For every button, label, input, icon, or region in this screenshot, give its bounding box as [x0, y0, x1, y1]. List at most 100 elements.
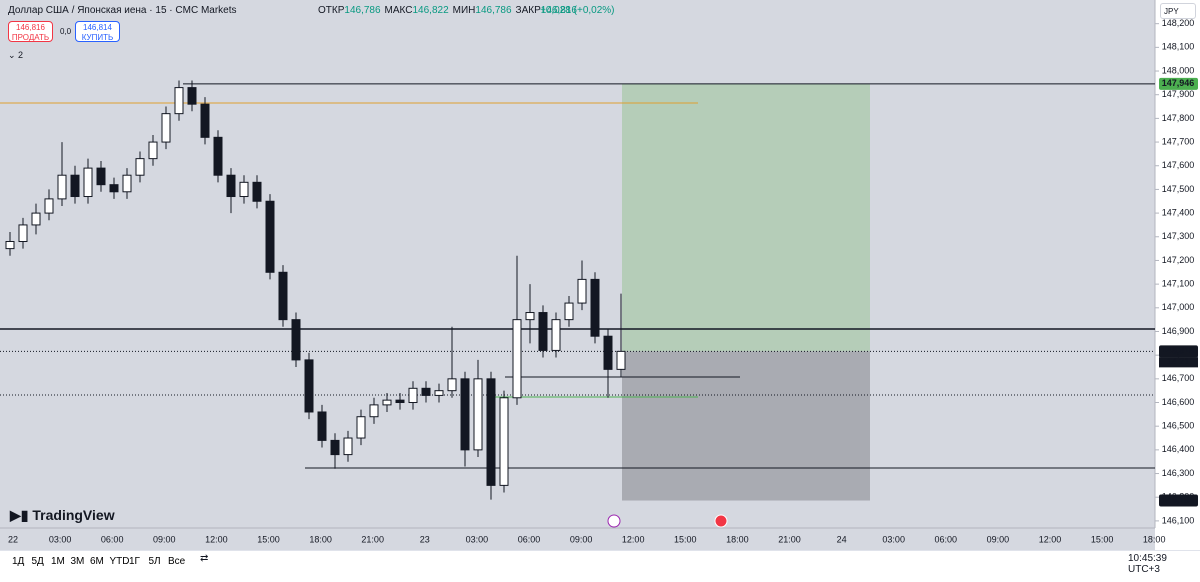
candle-body — [122, 174, 132, 193]
candle-body — [538, 312, 548, 351]
date-range-icon[interactable]: ⇄ — [200, 553, 209, 564]
range-button[interactable]: 1Д — [12, 556, 25, 567]
candle-body — [213, 136, 223, 176]
x-tick-label: 15:00 — [257, 534, 280, 544]
ohlc: ОТКР146,786 МАКС146,822 МИН146,786 ЗАКР146,… — [318, 5, 581, 16]
x-tick-label: 03:00 — [49, 534, 72, 544]
sell-button[interactable]: 146,816 ПРОДАТЬ — [8, 21, 53, 42]
price-axis-bg — [1155, 0, 1200, 550]
candle-body — [135, 158, 145, 176]
change: +0,028 (+0,02%) — [540, 5, 615, 16]
candle-body — [369, 404, 379, 418]
range-button[interactable]: 1М — [51, 556, 65, 567]
x-tick-label: 18:00 — [1143, 534, 1166, 544]
candle-body — [551, 319, 561, 351]
range-button[interactable]: 1Г — [129, 556, 140, 567]
x-tick-label: 15:00 — [1091, 534, 1114, 544]
x-tick-label: 12:00 — [1039, 534, 1062, 544]
candle-body — [356, 416, 366, 439]
candle-body — [239, 181, 249, 198]
indicators-count: 2 — [18, 50, 24, 60]
candle-body — [70, 174, 80, 198]
logo-text: TradingView — [32, 507, 115, 523]
candle-body — [434, 390, 444, 396]
candle-body — [421, 387, 431, 396]
x-tick-label: 21:00 — [778, 534, 801, 544]
candle-body — [343, 437, 353, 456]
y-tick-label: 147,100 — [1162, 279, 1195, 289]
x-tick-label: 06:00 — [935, 534, 958, 544]
candle-body — [265, 200, 275, 273]
spread: 0,0 — [60, 27, 72, 36]
candle-body — [473, 378, 483, 451]
candle-body — [382, 399, 392, 406]
candle-body — [200, 103, 210, 138]
candle-body — [83, 167, 93, 198]
y-tick-label: 146,500 — [1162, 421, 1195, 431]
range-button[interactable]: 6М — [90, 556, 104, 567]
x-tick-label: 23 — [420, 534, 430, 544]
candle-body — [525, 312, 535, 321]
y-tick-label: 146,900 — [1162, 326, 1195, 336]
ohlc-label: ОТКР — [318, 5, 345, 16]
candle-body — [317, 411, 327, 441]
x-tick-label: 18:00 — [726, 534, 749, 544]
y-tick-label: 148,100 — [1162, 42, 1195, 52]
candle-body — [18, 224, 28, 243]
candle-body — [590, 278, 600, 337]
sell-price: 146,816 — [16, 23, 45, 32]
range-button[interactable]: YTD — [109, 556, 130, 567]
target-badge-label: 147,946 — [1162, 78, 1195, 88]
ohlc-value: 146,822 — [412, 5, 449, 16]
current-badge — [1159, 345, 1198, 358]
ohlc-label: МИН — [452, 5, 476, 16]
symbol[interactable]: Доллар США / Японская иена · 15 · CMC Ma… — [8, 5, 237, 16]
indicators[interactable]: ⌄ 2 — [8, 50, 24, 60]
candle-body — [408, 387, 418, 404]
candle-body — [564, 302, 574, 321]
event-icon — [607, 514, 621, 528]
candle-body — [96, 167, 106, 186]
candle-body — [109, 184, 119, 193]
candle-body — [161, 113, 171, 143]
event-icon — [714, 514, 728, 528]
candle-body — [44, 198, 54, 214]
candle-body — [460, 378, 470, 451]
sell-label: ПРОДАТЬ — [11, 33, 50, 42]
current-badge-label: 146,816 — [1162, 346, 1195, 356]
range-button[interactable]: 3М — [70, 556, 85, 567]
x-tick-label: 24 — [837, 534, 847, 544]
y-tick-label: 146,600 — [1162, 397, 1195, 407]
range-button[interactable]: Все — [168, 556, 186, 567]
x-tick-label: 09:00 — [153, 534, 176, 544]
buy-button[interactable]: 146,814 КУПИТЬ — [75, 21, 120, 42]
candle-body — [252, 181, 262, 202]
candle-body — [278, 271, 288, 321]
candle-body — [512, 319, 522, 399]
candle-body — [174, 87, 184, 115]
currency[interactable]: JPY — [1160, 3, 1196, 19]
range-button[interactable]: 5Д — [31, 556, 44, 567]
chart: 148,200 148,100 148,000 147,900 147,800 147,7… — [0, 0, 1200, 550]
y-tick-label: 147,800 — [1162, 113, 1195, 123]
candle-body — [577, 278, 587, 304]
candle-body — [395, 399, 405, 404]
y-tick-label: 148,200 — [1162, 18, 1195, 28]
y-tick-label: 148,000 — [1162, 65, 1195, 75]
range-button[interactable]: 5Л — [148, 556, 161, 567]
y-tick-label: 147,900 — [1162, 89, 1195, 99]
x-tick-label: 09:00 — [987, 534, 1010, 544]
y-tick-label: 146,100 — [1162, 515, 1195, 525]
candle-body — [330, 439, 340, 456]
buy-label: КУПИТЬ — [81, 33, 114, 42]
profit-zone — [622, 83, 870, 352]
countdown-badge — [1159, 357, 1198, 368]
x-tick-label: 22 — [8, 534, 18, 544]
loss-zone — [622, 351, 870, 501]
y-tick-label: 146,400 — [1162, 444, 1195, 454]
candle-body — [57, 174, 67, 200]
candle-body — [291, 319, 301, 361]
x-tick-label: 15:00 — [674, 534, 697, 544]
toolbar — [0, 550, 1200, 582]
